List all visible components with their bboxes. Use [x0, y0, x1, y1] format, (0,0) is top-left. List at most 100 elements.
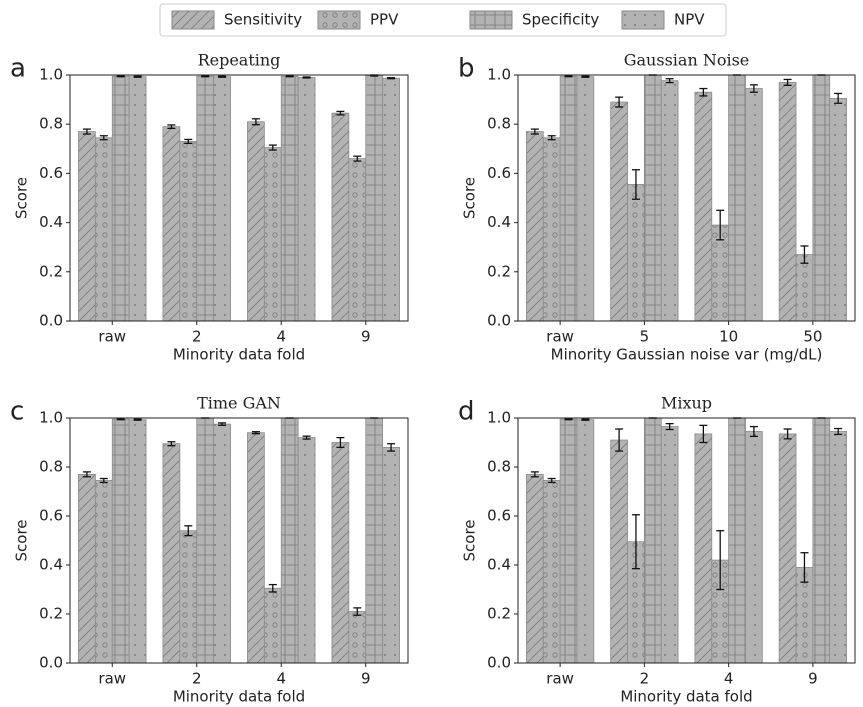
legend-label: Sensitivity [224, 11, 302, 29]
error-bar [218, 75, 227, 78]
bar [365, 417, 384, 664]
error-bar [218, 422, 227, 427]
bar [128, 76, 147, 322]
error-bar [251, 431, 260, 435]
bar [331, 442, 350, 664]
axes-frame [517, 417, 856, 664]
bar [280, 417, 299, 664]
axes-frame [69, 417, 409, 664]
error-bar [251, 118, 260, 126]
error-bar [116, 418, 125, 421]
panel-label: c [10, 397, 24, 427]
bar [728, 417, 746, 664]
x-axis-label: Minority data fold [620, 688, 752, 706]
y-tick-label: 0.8 [39, 115, 63, 133]
bar [559, 75, 578, 322]
bar [610, 101, 628, 322]
bar [778, 81, 797, 322]
y-tick-label: 0.2 [487, 262, 511, 280]
x-tick-label: raw [98, 670, 126, 688]
bar [610, 439, 628, 664]
bar [297, 437, 316, 664]
error-bar [302, 435, 311, 440]
legend-label: Specificity [522, 11, 599, 29]
x-tick-label: 9 [361, 670, 371, 688]
chart-title: Mixup [661, 394, 712, 413]
error-bar [631, 169, 640, 200]
error-bar [699, 424, 708, 444]
bar [162, 443, 181, 664]
x-tick-label: 2 [640, 670, 650, 688]
bar [542, 480, 561, 664]
y-tick-label: 0.0 [39, 654, 63, 672]
x-tick-label: 50 [803, 328, 822, 346]
bar [542, 137, 561, 322]
bar [263, 147, 282, 322]
bar [247, 121, 265, 322]
y-tick-label: 0.8 [487, 458, 511, 476]
error-bar [547, 477, 556, 484]
bar [694, 433, 713, 664]
error-bar [285, 75, 294, 78]
y-tick-label: 0.6 [487, 164, 511, 182]
bar [660, 426, 679, 664]
bar [829, 97, 847, 322]
bar [213, 423, 231, 664]
bar [128, 419, 147, 664]
bar [111, 418, 130, 664]
bar [196, 75, 215, 322]
error-bar [783, 78, 792, 86]
y-tick-label: 1.0 [39, 66, 63, 84]
y-axis-label: Score [13, 519, 31, 561]
axes-frame [69, 74, 409, 322]
bar [196, 417, 215, 664]
y-axis-label: Score [461, 177, 479, 219]
x-tick-label: 2 [192, 328, 202, 346]
bar [745, 431, 763, 664]
bar [526, 473, 544, 664]
error-bar [184, 138, 193, 145]
x-tick-label: 9 [808, 670, 818, 688]
y-tick-label: 0.2 [39, 605, 63, 623]
error-bar [133, 418, 142, 421]
error-bar [665, 78, 674, 84]
error-bar [99, 477, 108, 484]
bar [643, 417, 662, 664]
y-tick-label: 1.0 [487, 66, 511, 84]
legend-swatch [171, 10, 215, 30]
error-bar [564, 75, 573, 78]
error-bar [749, 425, 758, 438]
error-bar [387, 77, 396, 80]
y-tick-label: 1.0 [39, 409, 63, 427]
error-bar [716, 209, 725, 241]
error-bar [116, 75, 125, 78]
bar [94, 480, 113, 664]
error-bar [133, 75, 142, 78]
y-tick-label: 0.4 [487, 556, 511, 574]
bar [778, 433, 797, 664]
y-tick-label: 0.4 [487, 213, 511, 231]
x-tick-label: 4 [724, 670, 734, 688]
x-tick-label: 10 [719, 328, 738, 346]
y-tick-label: 0.4 [39, 213, 63, 231]
x-tick-label: 2 [192, 670, 202, 688]
bar [348, 611, 367, 664]
error-bar [336, 436, 345, 449]
error-bar [800, 245, 809, 264]
bar [660, 80, 679, 322]
error-bar [268, 144, 277, 151]
error-bar [530, 471, 539, 478]
bar [179, 141, 198, 322]
error-bar [564, 418, 573, 421]
bar [111, 75, 130, 322]
x-tick-label: 9 [361, 328, 371, 346]
error-bar [184, 525, 193, 537]
bar [78, 131, 96, 322]
bar [829, 431, 847, 664]
error-bar [783, 428, 792, 440]
x-axis-label: Minority data fold [173, 346, 305, 364]
bar [280, 75, 299, 322]
error-bar [167, 124, 176, 130]
y-tick-label: 1.0 [487, 409, 511, 427]
